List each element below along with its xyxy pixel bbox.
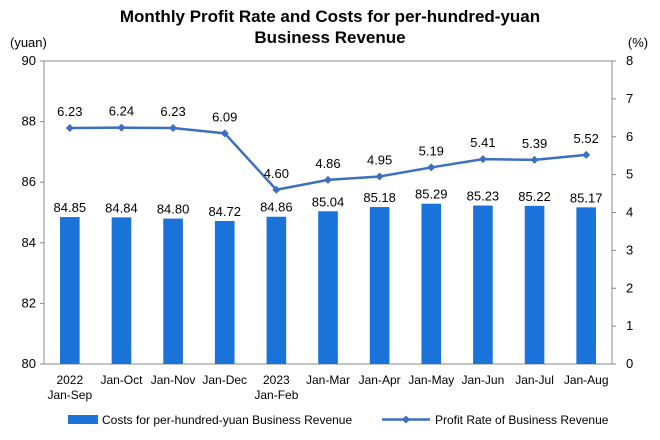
bar-cost — [163, 218, 183, 364]
right-axis-tick-label: 7 — [626, 91, 633, 106]
line-value-label: 4.86 — [315, 156, 340, 171]
chart-title: Monthly Profit Rate and Costs for per-hu… — [0, 6, 660, 48]
bar-value-label: 84.85 — [54, 200, 87, 215]
line-point-marker — [272, 185, 281, 194]
line-value-label: 5.52 — [574, 131, 599, 146]
bar-value-label: 85.23 — [467, 189, 500, 204]
x-axis-tick-label: Jan-May — [408, 373, 454, 387]
bar-value-label: 84.72 — [208, 204, 241, 219]
left-axis-tick-label: 86 — [22, 174, 36, 189]
x-axis-tick-label: Jan-Jun — [462, 373, 505, 387]
bar-value-label: 85.04 — [312, 194, 345, 209]
chart-title-line-2: Business Revenue — [254, 28, 406, 47]
left-axis-unit: (yuan) — [10, 35, 47, 50]
line-value-label: 5.39 — [522, 136, 547, 151]
chart-title-line-1: Monthly Profit Rate and Costs for per-hu… — [119, 7, 541, 26]
right-axis-tick-label: 4 — [626, 205, 633, 220]
line-point-marker — [582, 150, 591, 159]
line-point-marker — [530, 155, 539, 164]
bar-value-label: 84.84 — [105, 200, 138, 215]
left-axis-tick-label: 80 — [22, 356, 36, 371]
bar-value-label: 85.29 — [415, 187, 448, 202]
bar-cost — [421, 203, 442, 364]
bar-cost — [266, 216, 287, 364]
line-value-label: 4.60 — [264, 166, 289, 181]
line-point-marker — [65, 124, 74, 133]
right-axis-tick-label: 3 — [626, 242, 633, 257]
bar-cost — [524, 205, 545, 364]
right-axis-tick-label: 2 — [626, 280, 633, 295]
legend-bar-swatch — [68, 415, 98, 424]
line-point-marker — [169, 124, 178, 133]
line-value-label: 4.95 — [367, 153, 392, 168]
left-axis-tick-label: 88 — [22, 114, 36, 129]
line-point-marker — [375, 172, 384, 181]
x-axis-tick-label: 2022 — [56, 373, 83, 387]
bar-cost — [214, 220, 235, 364]
line-value-label: 6.23 — [57, 104, 82, 119]
left-axis-tick-label: 90 — [22, 53, 36, 68]
bar-value-label: 84.80 — [157, 202, 190, 217]
x-axis-tick-label: 2023 — [263, 373, 290, 387]
line-value-label: 5.41 — [470, 135, 495, 150]
right-axis-unit: (%) — [628, 35, 648, 50]
x-axis-tick-label: Jan-Sep — [47, 388, 92, 402]
bar-cost — [318, 211, 338, 364]
line-value-label: 5.19 — [419, 143, 444, 158]
left-axis-tick-label: 84 — [22, 235, 36, 250]
line-value-label: 6.09 — [212, 109, 237, 124]
bar-cost — [60, 217, 80, 364]
x-axis-tick-label: Jan-Jul — [515, 373, 554, 387]
bar-value-label: 85.17 — [570, 190, 603, 205]
x-axis-tick-label: Jan-Apr — [359, 373, 401, 387]
legend-bar-label: Costs for per-hundred-yuan Business Reve… — [102, 413, 352, 427]
line-point-marker — [324, 175, 332, 184]
bar-cost — [111, 217, 132, 364]
legend-line-label: Profit Rate of Business Revenue — [435, 413, 609, 427]
line-point-marker — [117, 123, 126, 132]
right-axis-tick-label: 0 — [626, 356, 633, 371]
x-axis-tick-label: Jan-Aug — [564, 373, 609, 387]
line-value-label: 6.24 — [109, 104, 134, 119]
right-axis-tick-label: 6 — [626, 129, 633, 144]
bar-cost — [473, 205, 493, 364]
right-axis-tick-label: 5 — [626, 167, 633, 182]
bar-value-label: 84.86 — [260, 200, 293, 215]
x-axis-tick-label: Jan-Mar — [306, 373, 350, 387]
right-axis-tick-label: 8 — [626, 53, 633, 68]
x-axis-tick-label: Jan-Oct — [100, 373, 143, 387]
line-point-marker — [220, 129, 229, 138]
right-axis-tick-label: 1 — [626, 318, 633, 333]
left-axis-tick-label: 82 — [22, 295, 36, 310]
bar-value-label: 85.18 — [363, 190, 396, 205]
line-point-marker — [427, 163, 436, 172]
line-point-marker — [478, 155, 487, 164]
bar-cost — [369, 207, 390, 364]
bar-value-label: 85.22 — [518, 189, 551, 204]
x-axis-tick-label: Jan-Nov — [151, 373, 196, 387]
x-axis-tick-label: Jan-Dec — [202, 373, 247, 387]
legend-line-marker — [402, 415, 410, 424]
bar-cost — [576, 207, 596, 364]
x-axis-tick-label: Jan-Feb — [254, 388, 298, 402]
line-value-label: 6.23 — [160, 104, 185, 119]
